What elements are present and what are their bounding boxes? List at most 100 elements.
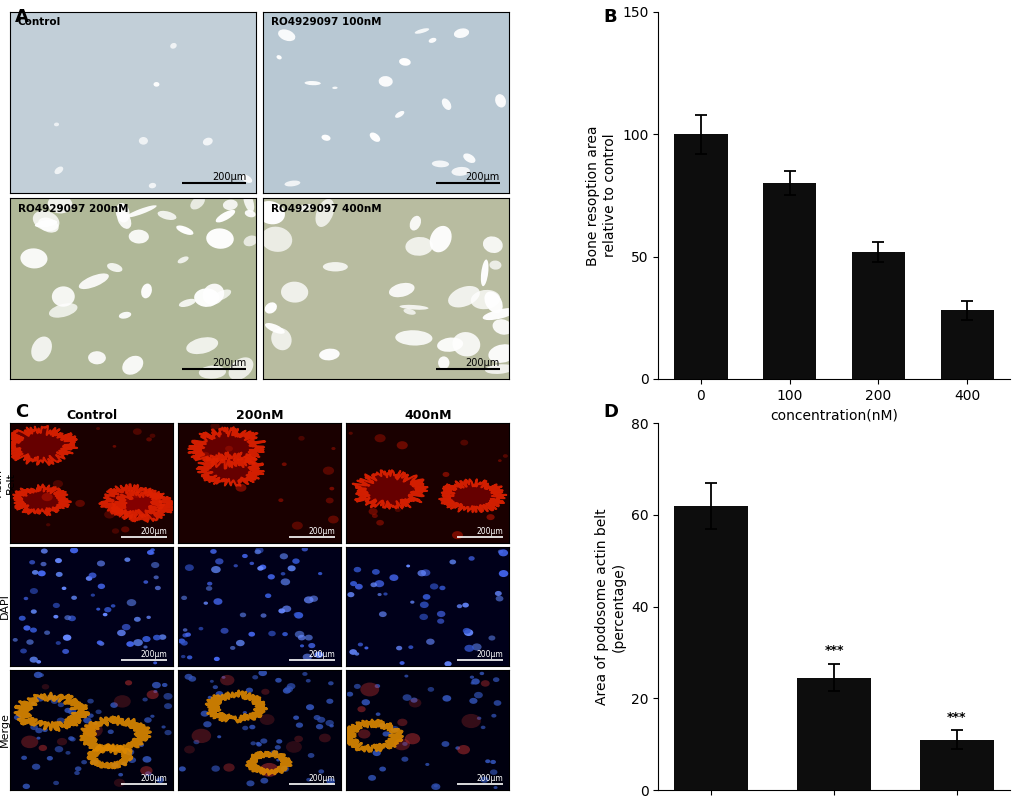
Circle shape [74,771,79,775]
Text: D: D [603,403,619,421]
Text: 200μm: 200μm [140,650,167,659]
Circle shape [361,699,370,705]
Circle shape [143,697,148,701]
Circle shape [178,766,185,772]
Circle shape [309,595,318,602]
Circle shape [280,766,289,772]
Ellipse shape [177,256,189,263]
Circle shape [282,688,290,693]
Circle shape [284,686,292,693]
Circle shape [62,649,69,654]
Circle shape [394,508,400,512]
Circle shape [302,547,308,551]
Circle shape [396,441,408,449]
Circle shape [30,627,37,633]
Text: 200μm: 200μm [308,527,334,535]
Circle shape [210,549,216,554]
Ellipse shape [54,123,59,126]
Circle shape [204,602,208,605]
Circle shape [55,746,63,753]
Circle shape [468,556,474,561]
Circle shape [199,627,203,630]
Circle shape [126,599,137,606]
X-axis label: concentration(nM): concentration(nM) [769,409,897,422]
Circle shape [257,566,263,571]
Ellipse shape [178,298,196,307]
Circle shape [291,522,303,530]
Ellipse shape [48,196,72,213]
Circle shape [23,626,31,630]
Circle shape [20,649,26,654]
Circle shape [422,594,430,600]
Ellipse shape [332,87,337,89]
Circle shape [147,690,159,699]
Circle shape [93,721,98,725]
Circle shape [150,548,155,551]
Circle shape [494,591,501,596]
Circle shape [463,628,471,634]
Circle shape [242,725,248,730]
Circle shape [70,547,78,553]
Circle shape [350,581,357,587]
Circle shape [471,678,479,685]
Ellipse shape [186,338,218,354]
Circle shape [30,657,38,662]
Circle shape [480,680,489,686]
Circle shape [318,572,322,575]
Circle shape [306,679,311,682]
Circle shape [63,634,71,641]
Circle shape [56,572,62,577]
Circle shape [390,726,398,733]
Circle shape [192,729,211,743]
Ellipse shape [265,302,276,314]
Circle shape [46,523,50,527]
Circle shape [144,580,148,584]
Text: 200μm: 200μm [308,774,334,783]
Circle shape [449,559,455,564]
Circle shape [88,713,94,718]
Circle shape [400,757,408,762]
Title: 400nM: 400nM [404,409,451,422]
Y-axis label: Actin
Belt: Actin Belt [0,469,15,497]
Circle shape [328,681,333,685]
Circle shape [404,674,408,678]
Circle shape [348,649,357,655]
Circle shape [265,594,271,598]
Circle shape [303,654,312,661]
Circle shape [162,683,167,687]
Ellipse shape [323,262,347,271]
Circle shape [460,440,468,445]
Ellipse shape [35,219,57,227]
Circle shape [305,634,313,641]
Circle shape [282,606,291,612]
Circle shape [155,586,161,591]
Ellipse shape [482,236,502,253]
Circle shape [462,602,469,607]
Circle shape [260,614,266,618]
Ellipse shape [117,211,131,229]
Circle shape [378,611,386,617]
Circle shape [431,784,440,790]
Circle shape [111,762,118,768]
Ellipse shape [223,200,237,210]
Ellipse shape [54,167,63,174]
Ellipse shape [395,330,432,346]
Bar [674,506,747,790]
Circle shape [479,672,484,675]
Circle shape [275,678,281,682]
Circle shape [36,696,44,701]
Circle shape [308,753,314,758]
Circle shape [235,484,247,492]
Ellipse shape [321,135,330,140]
Circle shape [298,436,305,440]
Circle shape [308,643,315,648]
Circle shape [184,564,194,571]
Text: 200μm: 200μm [465,172,499,182]
Circle shape [86,576,92,581]
Circle shape [147,616,151,619]
Circle shape [47,694,55,701]
Polygon shape [353,470,427,508]
Circle shape [65,751,70,755]
Circle shape [21,756,26,760]
Text: B: B [603,8,616,26]
